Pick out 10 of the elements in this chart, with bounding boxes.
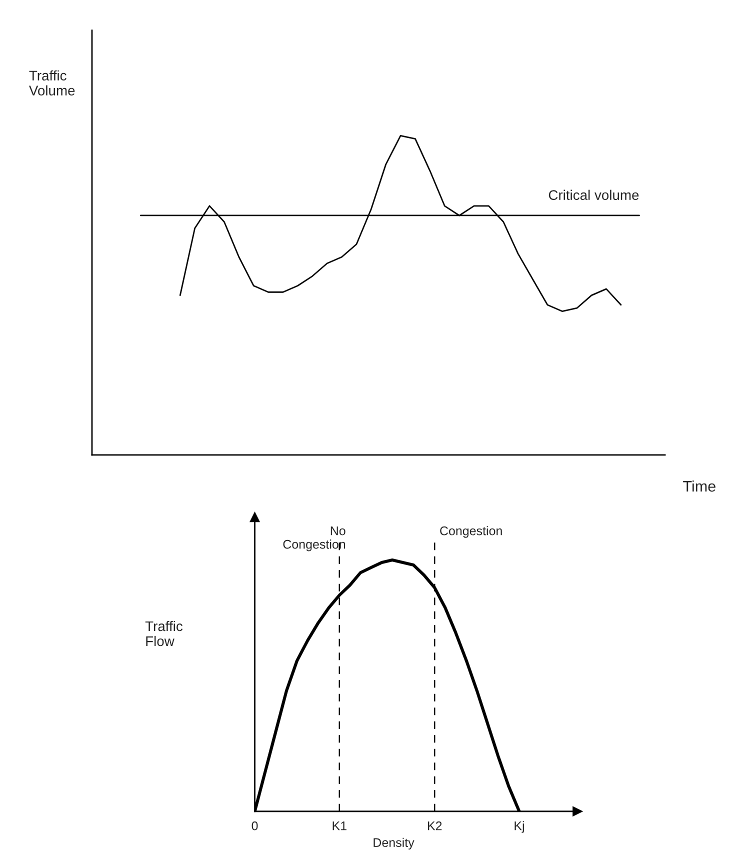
x-tick-label: Kj bbox=[514, 821, 524, 833]
x-tick-label: K1 bbox=[332, 822, 346, 830]
y-axis-title: Traffic Flow bbox=[145, 620, 183, 646]
x-axis-title: Time bbox=[683, 480, 716, 492]
x-tick-label: K2 bbox=[428, 821, 442, 830]
y-axis-title: Traffic Volume bbox=[29, 70, 75, 96]
ref-line-label: Congestion bbox=[440, 526, 502, 538]
x-tick-label: 0 bbox=[252, 821, 258, 830]
ref-line-label: Critical volume bbox=[548, 190, 639, 200]
x-axis-title: Density bbox=[374, 838, 414, 850]
